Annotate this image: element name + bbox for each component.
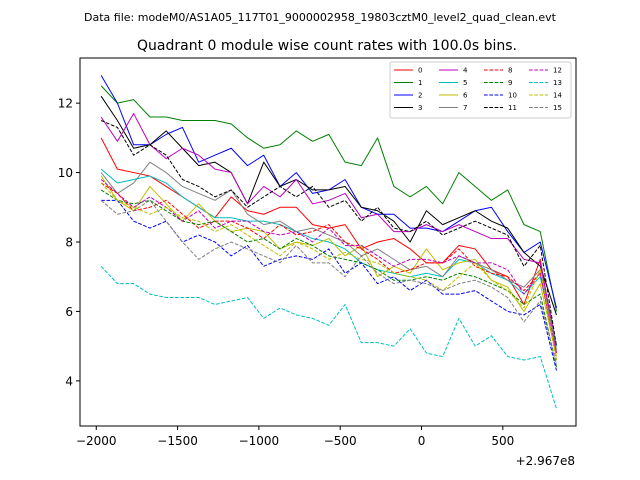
x-tick-label: 0: [418, 434, 426, 448]
y-tick-label: 4: [65, 374, 73, 388]
legend-label-9: 9: [508, 79, 512, 87]
y-tick-label: 10: [58, 166, 73, 180]
y-tick-label: 12: [58, 97, 73, 111]
x-tick-label: −1000: [239, 434, 280, 448]
series-line-11: [100, 120, 557, 347]
y-tick-label: 8: [65, 236, 73, 250]
legend-label-0: 0: [418, 67, 422, 75]
legend-label-15: 15: [553, 104, 562, 112]
series-line-4: [100, 113, 557, 347]
series-line-15: [100, 199, 557, 364]
chart-suptitle: Data file: modeM0/AS1A05_117T01_90000029…: [84, 11, 557, 24]
x-tick-label: −1500: [157, 434, 198, 448]
series-line-13: [100, 265, 557, 409]
series-line-5: [100, 168, 557, 347]
legend-label-2: 2: [418, 92, 422, 100]
legend-label-4: 4: [463, 67, 468, 75]
legend-label-13: 13: [553, 79, 562, 87]
legend-label-12: 12: [553, 67, 562, 75]
series-line-14: [100, 182, 557, 361]
legend-label-10: 10: [508, 92, 517, 100]
series-line-1: [100, 85, 557, 312]
series-line-0: [100, 137, 557, 354]
x-tick-label: 500: [491, 434, 514, 448]
x-offset-label: +2.967e8: [516, 454, 575, 468]
x-tick-label: −2000: [76, 434, 117, 448]
legend-label-14: 14: [553, 92, 562, 100]
legend-label-8: 8: [508, 67, 512, 75]
series-line-3: [100, 95, 557, 316]
legend-label-7: 7: [463, 104, 467, 112]
legend-label-3: 3: [418, 104, 422, 112]
y-tick-label: 6: [65, 305, 73, 319]
series-line-9: [100, 189, 557, 368]
legend-label-5: 5: [463, 79, 467, 87]
x-tick-label: −500: [324, 434, 357, 448]
y-axis: 4 6 8 10 12: [58, 97, 80, 388]
legend-label-1: 1: [418, 79, 422, 87]
legend-label-11: 11: [508, 104, 517, 112]
series-line-7: [100, 161, 557, 350]
series-line-12: [100, 179, 557, 354]
series-line-6: [100, 175, 557, 357]
series-line-8: [100, 182, 557, 361]
chart-title: Quadrant 0 module wise count rates with …: [137, 38, 517, 54]
legend-box: [389, 61, 572, 119]
series-lines: [100, 75, 557, 409]
legend-label-6: 6: [463, 92, 468, 100]
x-axis: −2000 −1500 −1000 −500 0 500: [76, 426, 514, 448]
